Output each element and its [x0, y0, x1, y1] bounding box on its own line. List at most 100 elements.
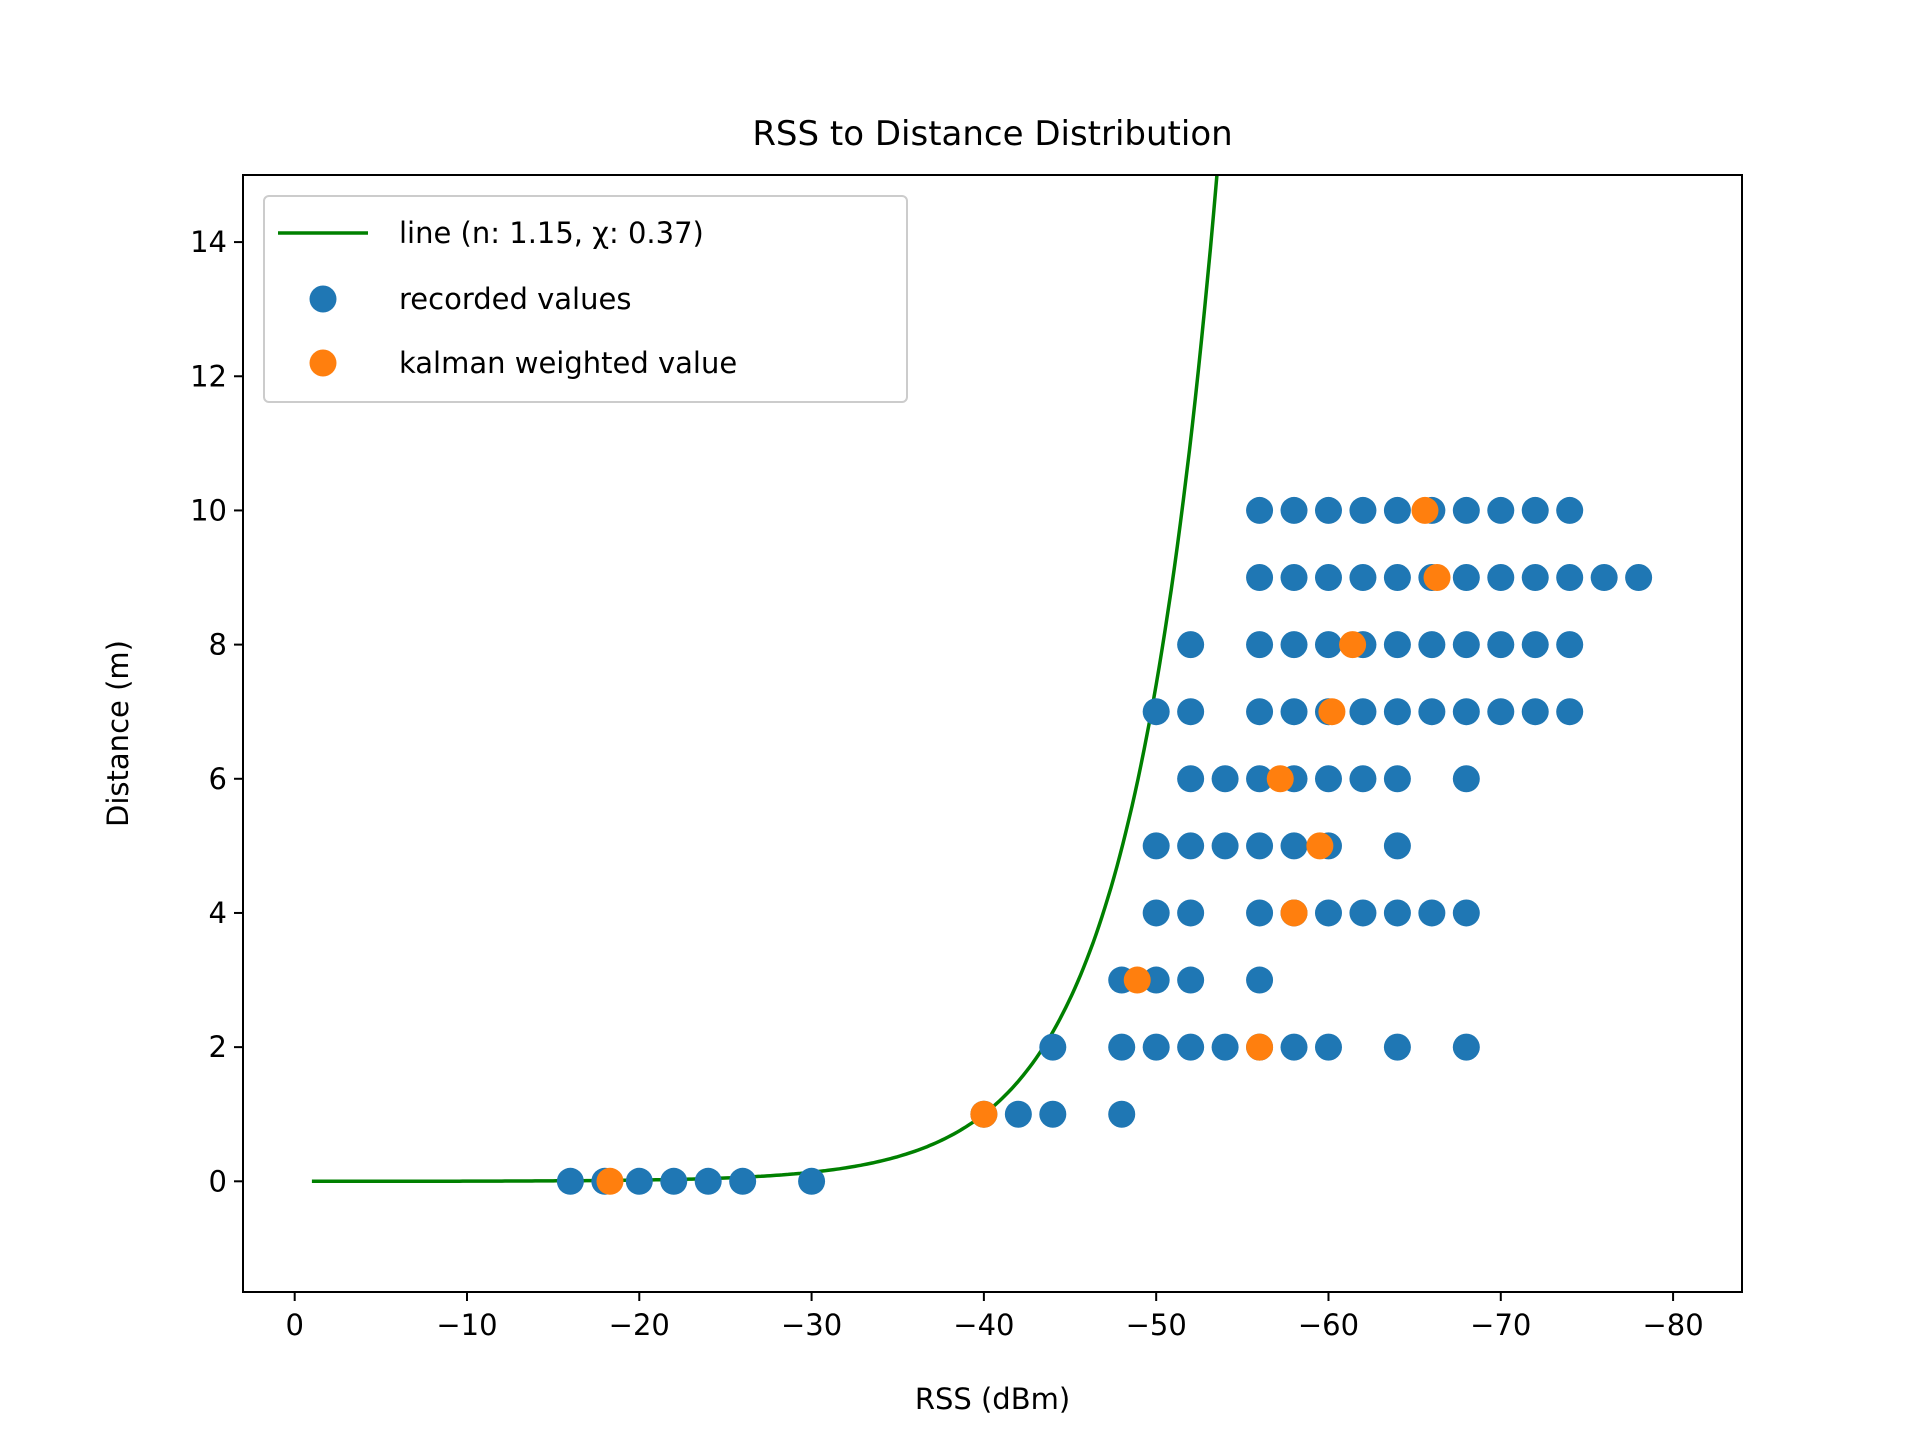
recorded-value-point: [1383, 765, 1411, 793]
recorded-value-point: [1521, 496, 1549, 524]
legend-label: line (n: 1.15, χ: 0.37): [399, 216, 704, 250]
recorded-value-point: [1280, 1033, 1308, 1061]
recorded-value-point: [1177, 765, 1205, 793]
y-axis: 0 2 4 6 8 10 12 14: [190, 225, 243, 1198]
y-tick-label: 2: [209, 1030, 227, 1064]
kalman-values-series: [596, 496, 1451, 1195]
recorded-value-point: [1556, 564, 1584, 592]
recorded-value-point: [1452, 1033, 1480, 1061]
recorded-value-point: [1521, 698, 1549, 726]
recorded-value-point: [1280, 631, 1308, 659]
recorded-value-point: [1314, 631, 1342, 659]
legend-label: kalman weighted value: [399, 346, 737, 380]
kalman-value-point: [1423, 564, 1451, 592]
recorded-value-point: [1177, 698, 1205, 726]
y-tick-label: 6: [209, 762, 227, 796]
recorded-value-point: [1452, 765, 1480, 793]
recorded-value-point: [1246, 966, 1274, 994]
recorded-value-point: [556, 1167, 584, 1195]
recorded-value-point: [1349, 496, 1377, 524]
x-axis-label: RSS (dBm): [915, 1382, 1070, 1416]
kalman-value-point: [1266, 765, 1294, 793]
recorded-value-point: [1314, 765, 1342, 793]
recorded-value-point: [1280, 832, 1308, 860]
recorded-value-point: [660, 1167, 688, 1195]
kalman-value-point: [1318, 698, 1346, 726]
recorded-value-point: [1349, 765, 1377, 793]
y-axis-label: Distance (m): [101, 640, 135, 827]
x-axis: 0 −10 −20 −30 −40 −50 −60 −70 −80: [285, 1292, 1704, 1342]
recorded-value-point: [1349, 698, 1377, 726]
recorded-value-point: [798, 1167, 826, 1195]
recorded-value-point: [1280, 496, 1308, 524]
recorded-value-point: [1383, 496, 1411, 524]
legend-label: recorded values: [399, 282, 631, 316]
recorded-value-point: [1487, 631, 1515, 659]
legend-marker-swatch: [309, 349, 337, 377]
recorded-value-point: [1108, 1100, 1136, 1128]
x-tick-label: −40: [953, 1308, 1014, 1342]
recorded-value-point: [1004, 1100, 1032, 1128]
recorded-value-point: [1177, 1033, 1205, 1061]
kalman-value-point: [1123, 966, 1151, 994]
recorded-value-point: [1314, 899, 1342, 927]
recorded-value-point: [1246, 765, 1274, 793]
x-tick-label: 0: [285, 1308, 303, 1342]
chart-title: RSS to Distance Distribution: [752, 114, 1232, 154]
recorded-value-point: [1383, 899, 1411, 927]
recorded-value-point: [1452, 698, 1480, 726]
x-tick-label: −80: [1642, 1308, 1703, 1342]
recorded-value-point: [1280, 698, 1308, 726]
recorded-value-point: [1039, 1033, 1067, 1061]
legend-marker-swatch: [309, 285, 337, 313]
recorded-value-point: [1556, 631, 1584, 659]
x-tick-label: −10: [436, 1308, 497, 1342]
recorded-value-point: [1383, 698, 1411, 726]
recorded-value-point: [1487, 496, 1515, 524]
recorded-value-point: [1452, 899, 1480, 927]
recorded-value-point: [1177, 899, 1205, 927]
recorded-value-point: [1177, 966, 1205, 994]
kalman-value-point: [970, 1100, 998, 1128]
recorded-value-point: [1246, 564, 1274, 592]
recorded-value-point: [1383, 631, 1411, 659]
recorded-value-point: [1142, 966, 1170, 994]
recorded-value-point: [1452, 496, 1480, 524]
recorded-value-point: [1314, 564, 1342, 592]
recorded-value-point: [1314, 1033, 1342, 1061]
recorded-value-point: [1383, 1033, 1411, 1061]
y-tick-label: 12: [190, 359, 227, 393]
y-tick-label: 10: [190, 493, 227, 527]
legend-box: [263, 195, 908, 403]
recorded-value-point: [1625, 564, 1653, 592]
recorded-value-point: [1349, 564, 1377, 592]
recorded-value-point: [694, 1167, 722, 1195]
recorded-value-point: [1418, 631, 1446, 659]
recorded-value-point: [1418, 698, 1446, 726]
recorded-value-point: [1418, 899, 1446, 927]
recorded-value-point: [1142, 698, 1170, 726]
recorded-value-point: [1211, 832, 1239, 860]
recorded-value-point: [1246, 698, 1274, 726]
plot-series: [311, 175, 1653, 1195]
x-tick-label: −70: [1470, 1308, 1531, 1342]
recorded-value-point: [1487, 698, 1515, 726]
recorded-value-point: [1280, 564, 1308, 592]
kalman-value-point: [1246, 1033, 1274, 1061]
recorded-value-point: [1246, 832, 1274, 860]
recorded-value-point: [1211, 765, 1239, 793]
plot-frame: [242, 174, 1743, 1293]
recorded-value-point: [1349, 899, 1377, 927]
recorded-value-point: [1142, 899, 1170, 927]
recorded-value-point: [1177, 631, 1205, 659]
recorded-value-point: [1556, 698, 1584, 726]
recorded-value-point: [1314, 496, 1342, 524]
recorded-value-point: [1108, 1033, 1136, 1061]
kalman-value-point: [1339, 631, 1367, 659]
x-tick-label: −30: [781, 1308, 842, 1342]
x-tick-label: −60: [1298, 1308, 1359, 1342]
kalman-value-point: [596, 1167, 624, 1195]
recorded-value-point: [1590, 564, 1618, 592]
recorded-value-point: [1556, 496, 1584, 524]
